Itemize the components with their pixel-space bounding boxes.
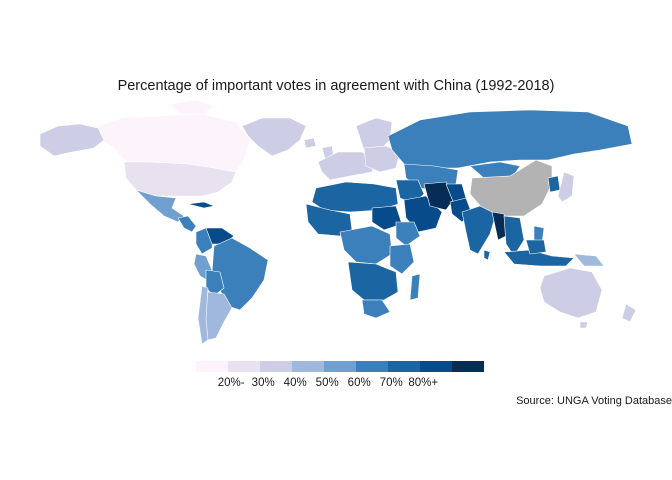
legend-label: 70% [379, 377, 403, 389]
region-central-america [177, 215, 197, 233]
legend-swatch [452, 361, 484, 372]
region-japan [557, 171, 575, 203]
region-china [469, 159, 553, 217]
legend-swatch [324, 361, 356, 372]
legend-swatch [260, 361, 292, 372]
legend-swatch [292, 361, 324, 372]
region-sri-lanka [483, 249, 491, 261]
legend-swatch [356, 361, 388, 372]
region-russia [387, 109, 633, 169]
region-cuba [187, 201, 215, 209]
region-australia [539, 267, 603, 319]
source-note: Source: UNGA Voting Database [516, 395, 672, 407]
map-title: Percentage of important votes in agreeme… [117, 78, 555, 94]
region-canadian-islands [169, 99, 215, 115]
region-madagascar [409, 273, 421, 301]
legend-swatch [228, 361, 260, 372]
legend-label: 30% [251, 377, 275, 389]
region-papua-new-guinea [573, 253, 605, 267]
legend-label: 80%+ [408, 377, 439, 389]
legend-label: 20%- [217, 377, 245, 389]
region-southern-africa [347, 261, 399, 301]
region-western-europe [317, 151, 377, 181]
legend-label: 50% [315, 377, 339, 389]
region-greenland [241, 117, 307, 157]
region-india [461, 205, 497, 255]
legend-label: 60% [347, 377, 371, 389]
legend-labels: 20%- 30% 40% 50% 60% 70% 80%+ [196, 377, 484, 391]
legend-color-bar [196, 361, 484, 372]
region-mexico [135, 189, 185, 223]
region-east-africa [389, 243, 415, 275]
legend-swatch [420, 361, 452, 372]
region-central-africa [339, 225, 393, 265]
region-borneo [525, 239, 547, 255]
legend-swatch [196, 361, 228, 372]
region-southeast-asia [503, 215, 525, 257]
region-south-africa [361, 299, 391, 319]
region-korea [547, 175, 561, 193]
region-ethiopia [395, 221, 421, 247]
region-tasmania [579, 321, 589, 329]
region-new-zealand [621, 303, 637, 323]
region-sudan [371, 205, 403, 231]
region-eastern-europe [363, 145, 401, 173]
legend-swatch [388, 361, 420, 372]
region-iceland [303, 137, 317, 149]
region-alaska [39, 123, 105, 157]
region-chile [197, 285, 209, 345]
legend-label: 40% [283, 377, 307, 389]
region-bolivia [205, 269, 225, 297]
